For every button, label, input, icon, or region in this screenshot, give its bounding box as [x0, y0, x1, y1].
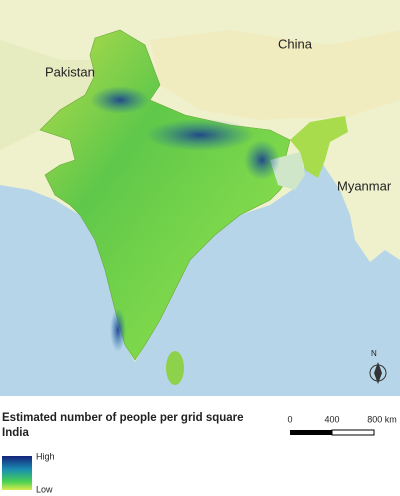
country-label: China — [278, 36, 313, 51]
country-label: Pakistan — [45, 64, 95, 79]
scale-label: 800 km — [367, 414, 397, 424]
pakistan-land — [0, 40, 95, 150]
dense-area — [244, 140, 280, 180]
tibet — [150, 30, 400, 120]
north-arrow: N — [369, 349, 387, 384]
country-label: Myanmar — [337, 178, 392, 193]
scale-label: 400 — [324, 414, 339, 424]
legend-low: Low — [36, 484, 53, 494]
map-area: Pakistan China Myanmar N — [0, 0, 400, 396]
scale-bar: 0 400 800 km — [287, 414, 397, 436]
legend-title: Estimated number of people per grid squa… — [2, 412, 244, 424]
india-northeast — [290, 116, 348, 178]
legend-subtitle: India — [2, 427, 29, 439]
legend-ramp — [2, 456, 32, 490]
sri-lanka — [166, 351, 184, 385]
north-label: N — [371, 349, 377, 358]
scale-label: 0 — [287, 414, 292, 424]
dense-area — [110, 308, 126, 352]
dense-area — [90, 86, 150, 114]
legend-high: High — [36, 451, 55, 461]
dense-area — [145, 119, 255, 151]
